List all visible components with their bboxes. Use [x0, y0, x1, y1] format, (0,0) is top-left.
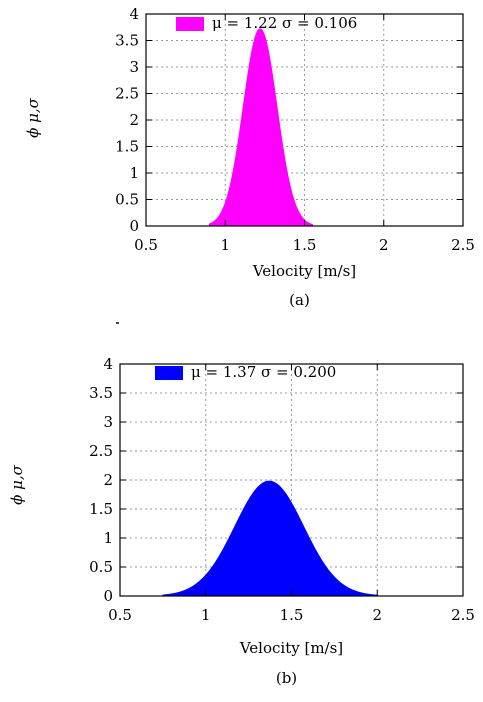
y-tick-label: 1.5: [89, 500, 113, 518]
x-axis-label: Velocity [m/s]: [252, 262, 356, 280]
x-tick-label: 2.5: [451, 236, 475, 254]
subfigure-caption: (a): [289, 291, 310, 309]
x-tick-label: 1: [220, 236, 230, 254]
y-tick-label: 4: [103, 355, 113, 373]
legend-swatch: [176, 17, 204, 31]
x-tick-label: 1.5: [280, 606, 304, 624]
series-area-1: [162, 480, 378, 597]
chart-panel-a: μ = 1.22 σ = 0.106 0 0.5 1 1.5 2 2.5 3 3.5 4 0.5 1 1…: [0, 0, 483, 330]
legend-label: μ = 1.37 σ = 0.200: [191, 363, 336, 381]
subfigure-caption: (b): [276, 669, 297, 687]
y-tick-label: 3: [129, 58, 139, 76]
y-tick-label: 0: [129, 217, 139, 235]
x-tick-label: 0.5: [108, 606, 132, 624]
x-tick-label: 2: [379, 236, 389, 254]
legend-label: μ = 1.22 σ = 0.106: [212, 14, 357, 32]
y-tick-label: 1.5: [115, 138, 139, 156]
y-tick-label: 3.5: [115, 32, 139, 50]
y-tick-label: 0.5: [89, 558, 113, 576]
x-axis-label: Velocity [m/s]: [239, 639, 343, 657]
legend-swatch: [155, 366, 183, 380]
y-tick-label: 3: [103, 413, 113, 431]
y-tick-label: 4: [129, 5, 139, 23]
x-tick-label: 0.5: [134, 236, 158, 254]
y-tick-label: 2.5: [89, 442, 113, 460]
y-tick-label: 2: [129, 111, 139, 129]
y-tick-label: 1: [129, 164, 139, 182]
y-axis-label: ϕ μ,σ: [8, 464, 26, 505]
series-area-1: [208, 28, 313, 227]
y-tick-label: 3.5: [89, 384, 113, 402]
y-tick-label: 2: [103, 471, 113, 489]
chart-panel-b: μ = 1.37 σ = 0.200 0 0.5 1 1.5 2 2.5 3 3.5 4 0.5 1 1…: [0, 345, 483, 698]
x-tick-label: 2.5: [451, 606, 475, 624]
stray-mark: [116, 322, 119, 324]
x-tick-label: 2: [372, 606, 382, 624]
x-tick-label: 1.5: [293, 236, 317, 254]
y-axis-label: ϕ μ,σ: [24, 97, 42, 138]
y-tick-label: 0.5: [115, 191, 139, 209]
y-tick-label: 2.5: [115, 85, 139, 103]
y-tick-label: 0: [103, 587, 113, 605]
x-tick-label: 1: [201, 606, 211, 624]
y-tick-label: 1: [103, 529, 113, 547]
